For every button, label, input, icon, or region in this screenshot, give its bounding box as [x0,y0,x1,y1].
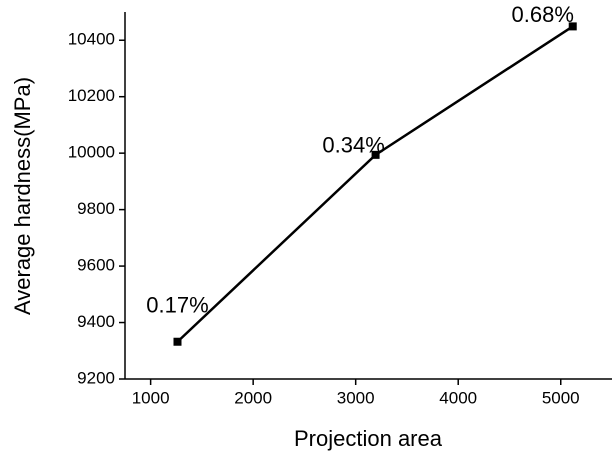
y-tick-label: 10400 [68,30,115,49]
y-tick-label: 9800 [77,199,115,218]
marker [568,22,577,31]
x-tick-label: 5000 [542,388,580,407]
point-label: 0.17% [146,293,208,318]
y-tick-label: 9600 [77,256,115,275]
x-tick-label: 1000 [132,388,170,407]
point-label: 0.34% [322,133,384,158]
x-tick-label: 3000 [337,388,375,407]
y-tick-label: 10000 [68,143,115,162]
y-axis-title: Average hardness(MPa) [10,77,35,315]
y-tick-label: 9200 [77,368,115,387]
marker [371,150,380,159]
x-tick-label: 2000 [234,388,272,407]
y-tick-label: 10200 [68,86,115,105]
line [176,25,574,343]
marker [173,337,182,346]
point-label: 0.68% [512,2,574,27]
y-tick-label: 9400 [77,312,115,331]
x-tick-label: 4000 [439,388,477,407]
x-axis-title: Projection area [294,426,443,451]
